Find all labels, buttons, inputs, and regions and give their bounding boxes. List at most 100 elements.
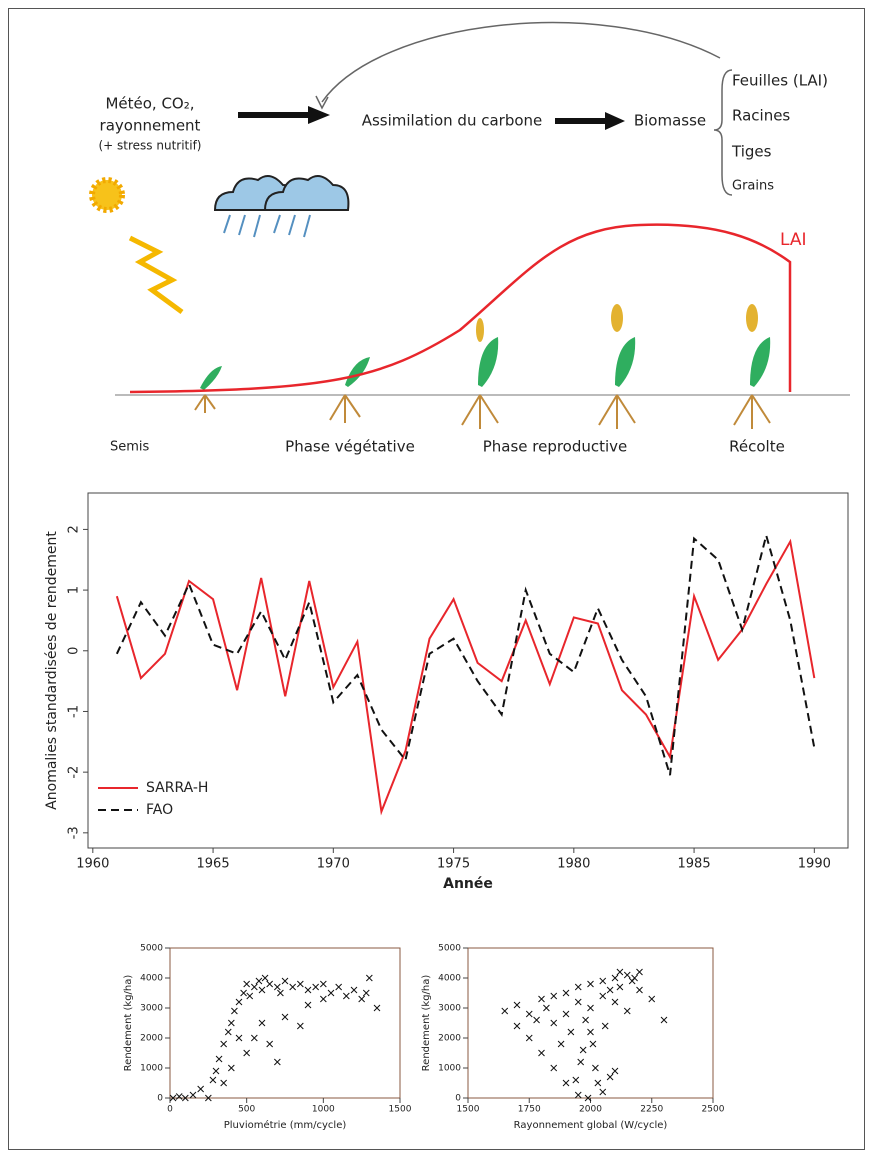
y-axis-title: Rendement (kg/ha) (123, 975, 134, 1072)
phase-label: Phase végétative (285, 438, 415, 456)
x-tick-label: 1500 (457, 1105, 480, 1115)
y-tick-label: 1000 (438, 1064, 461, 1074)
plot-frame (169, 947, 401, 1099)
scatter-point (327, 989, 335, 997)
scatter-point (587, 980, 594, 988)
scatter-point (616, 983, 624, 991)
y-tick-label: 3000 (438, 1004, 461, 1014)
y-tick-label: 2000 (438, 1034, 461, 1044)
scatter-point (273, 1058, 281, 1066)
scatter-point (623, 971, 631, 979)
x-axis-title: Pluviométrie (mm/cycle) (224, 1119, 347, 1131)
scatter-point (623, 1007, 631, 1015)
scatter-point (589, 1040, 597, 1048)
scatter-point (358, 995, 366, 1003)
x-tick-label: 1985 (678, 857, 711, 872)
line-series (115, 538, 816, 816)
scatter-point (631, 974, 638, 982)
x-tick-label: 1000 (312, 1105, 335, 1115)
arrow (238, 106, 330, 124)
scatter-point (175, 1093, 183, 1100)
x-axis-title: Rayonnement global (W/cycle) (514, 1120, 668, 1131)
scatter-point (365, 974, 373, 982)
lai-curve (129, 223, 792, 394)
y-axis-title: Rendement (kg/ha) (421, 975, 432, 1072)
scatter-point (335, 983, 343, 991)
brace (713, 69, 733, 196)
scatter-point (266, 1040, 274, 1048)
legend-label: SARRA-H (146, 780, 208, 796)
scatter-point (266, 980, 274, 988)
scatter-point (636, 968, 643, 976)
phase-label: Phase reproductive (483, 438, 628, 456)
scatter-point (501, 1007, 509, 1015)
scatter-point (648, 995, 656, 1003)
diagram: Météo, CO₂, rayonnement (+ stress nutrit… (89, 21, 850, 456)
scatter-point (212, 1067, 220, 1075)
scatter-point (215, 1055, 223, 1063)
lai-label: LAI (780, 230, 807, 250)
x-tick-label: 1965 (197, 857, 230, 872)
scatter-point (261, 974, 269, 982)
scatter-point (538, 1049, 545, 1057)
scatter-point (373, 1004, 381, 1012)
scatter-point (231, 1007, 238, 1015)
scatter-point (220, 1040, 228, 1048)
scatter-point (209, 1076, 217, 1084)
y-tick-label: -3 (67, 826, 82, 839)
x-tick-label: 1990 (798, 857, 831, 872)
y-tick-label: 0 (67, 647, 82, 655)
scatter-point (562, 1010, 570, 1018)
scatter-point (599, 992, 607, 1000)
scatter-point (582, 1016, 589, 1024)
y-tick-label: 4000 (438, 974, 461, 984)
line-series (115, 531, 816, 776)
scatter-point (319, 980, 327, 988)
scatter-point (277, 989, 284, 997)
scatter-point (525, 1010, 533, 1018)
scatter-point (227, 1064, 235, 1072)
phase-label: Récolte (729, 438, 785, 456)
y-axis-title: Anomalies standardisées de rendement (44, 531, 60, 810)
feedback-arc (321, 21, 721, 103)
biomass-label: Biomasse (634, 112, 706, 130)
scatter-point (362, 989, 370, 997)
frame (8, 8, 865, 1150)
scatter-point (550, 1064, 558, 1072)
scatter-point (513, 1022, 521, 1030)
phase-label: Semis (110, 440, 150, 455)
legend-label: FAO (146, 802, 173, 818)
scatter-point (235, 1034, 243, 1042)
x-tick-label: 500 (238, 1105, 255, 1115)
plot-frame (87, 492, 849, 849)
scatter-point (636, 986, 643, 994)
scatter-point (611, 1067, 619, 1075)
scatter-point (611, 974, 619, 982)
scatter-point (319, 995, 327, 1003)
y-tick-label: 3000 (140, 1004, 163, 1014)
scatter-point (543, 1004, 550, 1012)
scatter-point (243, 1049, 251, 1057)
scatter-point (592, 1064, 599, 1072)
scatter-point (587, 1004, 594, 1012)
x-tick-label: 1500 (389, 1105, 412, 1115)
panicles (476, 304, 758, 342)
y-tick-label: 5000 (140, 944, 163, 954)
scatter-point (304, 986, 312, 994)
scatter-point (572, 1076, 580, 1084)
scatter-point (594, 1079, 602, 1087)
scatter-point (312, 983, 320, 991)
scatter-point (574, 983, 582, 991)
scatter-point (587, 1028, 594, 1036)
scatter-point (304, 1001, 312, 1009)
scatter-point (611, 998, 619, 1006)
scatter-point (204, 1094, 212, 1102)
scatter-point (281, 977, 289, 985)
scatter-point (243, 980, 251, 988)
scatter-point (220, 1079, 228, 1087)
y-tick-label: 4000 (140, 974, 163, 984)
scatter-point (296, 1022, 304, 1030)
plot-frame (467, 947, 714, 1099)
x-axis-title: Année (443, 876, 493, 892)
